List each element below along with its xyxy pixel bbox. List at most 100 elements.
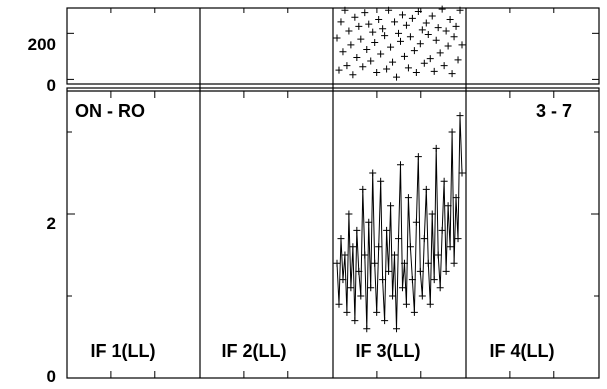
amplitude-point bbox=[359, 185, 367, 193]
phase-point bbox=[385, 6, 393, 14]
phase-point bbox=[446, 16, 454, 24]
amplitude-point bbox=[428, 210, 436, 218]
phase-point bbox=[428, 12, 436, 20]
phase-point bbox=[353, 54, 361, 62]
amplitude-point bbox=[452, 194, 460, 202]
phase-point bbox=[373, 68, 381, 76]
amplitude-point bbox=[353, 226, 361, 234]
phase-point bbox=[448, 70, 456, 78]
phase-point bbox=[404, 64, 412, 72]
amplitude-point bbox=[414, 153, 422, 161]
phase-point bbox=[436, 49, 444, 57]
amplitude-point bbox=[369, 169, 377, 177]
amplitude-point bbox=[347, 284, 355, 292]
amplitude-point bbox=[351, 317, 359, 325]
amplitude-point bbox=[408, 276, 416, 284]
phase-point bbox=[357, 35, 365, 43]
amplitude-point bbox=[395, 235, 403, 243]
panel-label-if1: IF 1(LL) bbox=[91, 341, 156, 361]
phase-point bbox=[424, 30, 432, 38]
amplitude-point bbox=[436, 284, 444, 292]
amplitude-point bbox=[448, 128, 456, 136]
amplitude-point bbox=[402, 300, 410, 308]
amp-tick-label-0: 0 bbox=[47, 367, 56, 386]
amplitude-point bbox=[418, 292, 426, 300]
amplitude-point bbox=[341, 251, 349, 259]
amplitude-point bbox=[446, 243, 454, 251]
amplitude-point bbox=[422, 185, 430, 193]
amplitude-point bbox=[434, 251, 442, 259]
phase-point bbox=[456, 6, 464, 14]
phase-point bbox=[335, 66, 343, 74]
phase-point bbox=[345, 27, 353, 35]
phase-point bbox=[361, 9, 369, 17]
amplitude-point bbox=[406, 243, 414, 251]
amplitude-point bbox=[379, 276, 387, 284]
phase-point bbox=[395, 29, 403, 37]
amplitude-point bbox=[345, 210, 353, 218]
phase-point bbox=[442, 27, 450, 35]
phase-point bbox=[349, 71, 357, 79]
amplitude-line bbox=[336, 115, 463, 329]
amplitude-point bbox=[357, 292, 365, 300]
phase-point bbox=[416, 40, 424, 48]
amplitude-point bbox=[367, 284, 375, 292]
phase-point bbox=[347, 41, 355, 49]
amplitude-point bbox=[398, 284, 406, 292]
panel-label-if2: IF 2(LL) bbox=[222, 341, 287, 361]
phase-point bbox=[389, 58, 397, 66]
amplitude-point bbox=[440, 177, 448, 185]
phase-point bbox=[402, 21, 410, 29]
amplitude-point bbox=[337, 235, 345, 243]
phase-point bbox=[391, 18, 399, 26]
amplitude-point bbox=[412, 218, 420, 226]
phase-tick-label-200: 200 bbox=[28, 35, 56, 54]
amplitude-point bbox=[335, 300, 343, 308]
phase-point bbox=[379, 25, 387, 33]
amplitude-point bbox=[377, 177, 385, 185]
phase-point bbox=[410, 47, 418, 55]
amplitude-point bbox=[375, 243, 383, 251]
phase-point bbox=[375, 16, 383, 24]
amplitude-point bbox=[361, 251, 369, 259]
phase-point bbox=[387, 43, 395, 51]
amplitude-point bbox=[365, 218, 373, 226]
phase-point bbox=[369, 28, 377, 36]
phase-point bbox=[408, 14, 416, 22]
phase-point bbox=[450, 33, 458, 41]
amplitude-point bbox=[349, 243, 357, 251]
phase-point bbox=[426, 55, 434, 63]
phase-point bbox=[393, 73, 401, 81]
amplitude-point bbox=[458, 169, 466, 177]
amplitude-point bbox=[339, 276, 347, 284]
amplitude-point bbox=[454, 235, 462, 243]
amplitude-point bbox=[456, 112, 464, 120]
amplitude-point bbox=[363, 325, 371, 333]
amplitude-point bbox=[450, 259, 458, 267]
amplitude-point bbox=[404, 194, 412, 202]
phase-tick-label-0: 0 bbox=[47, 76, 56, 95]
amplitude-point bbox=[424, 259, 432, 267]
phase-point bbox=[438, 5, 446, 13]
amplitude-point bbox=[438, 226, 446, 234]
amplitude-point bbox=[442, 267, 450, 275]
phase-point bbox=[454, 56, 462, 64]
amp-tick-label-2: 2 bbox=[47, 214, 56, 233]
amplitude-point bbox=[432, 144, 440, 152]
amplitude-point bbox=[381, 317, 389, 325]
amplitude-point bbox=[420, 235, 428, 243]
phase-point bbox=[452, 22, 460, 30]
phase-point bbox=[412, 68, 420, 76]
phase-point bbox=[383, 65, 391, 73]
phase-point bbox=[432, 36, 440, 44]
phase-series bbox=[333, 5, 466, 81]
phase-point bbox=[444, 42, 452, 50]
amplitude-point bbox=[355, 267, 363, 275]
phase-point bbox=[418, 26, 426, 34]
amplitude-point bbox=[416, 267, 424, 275]
amplitude-point bbox=[387, 202, 395, 210]
phase-point bbox=[422, 19, 430, 27]
amplitude-point bbox=[385, 267, 393, 275]
axis-ticks bbox=[67, 8, 599, 379]
amplitude-point bbox=[426, 300, 434, 308]
